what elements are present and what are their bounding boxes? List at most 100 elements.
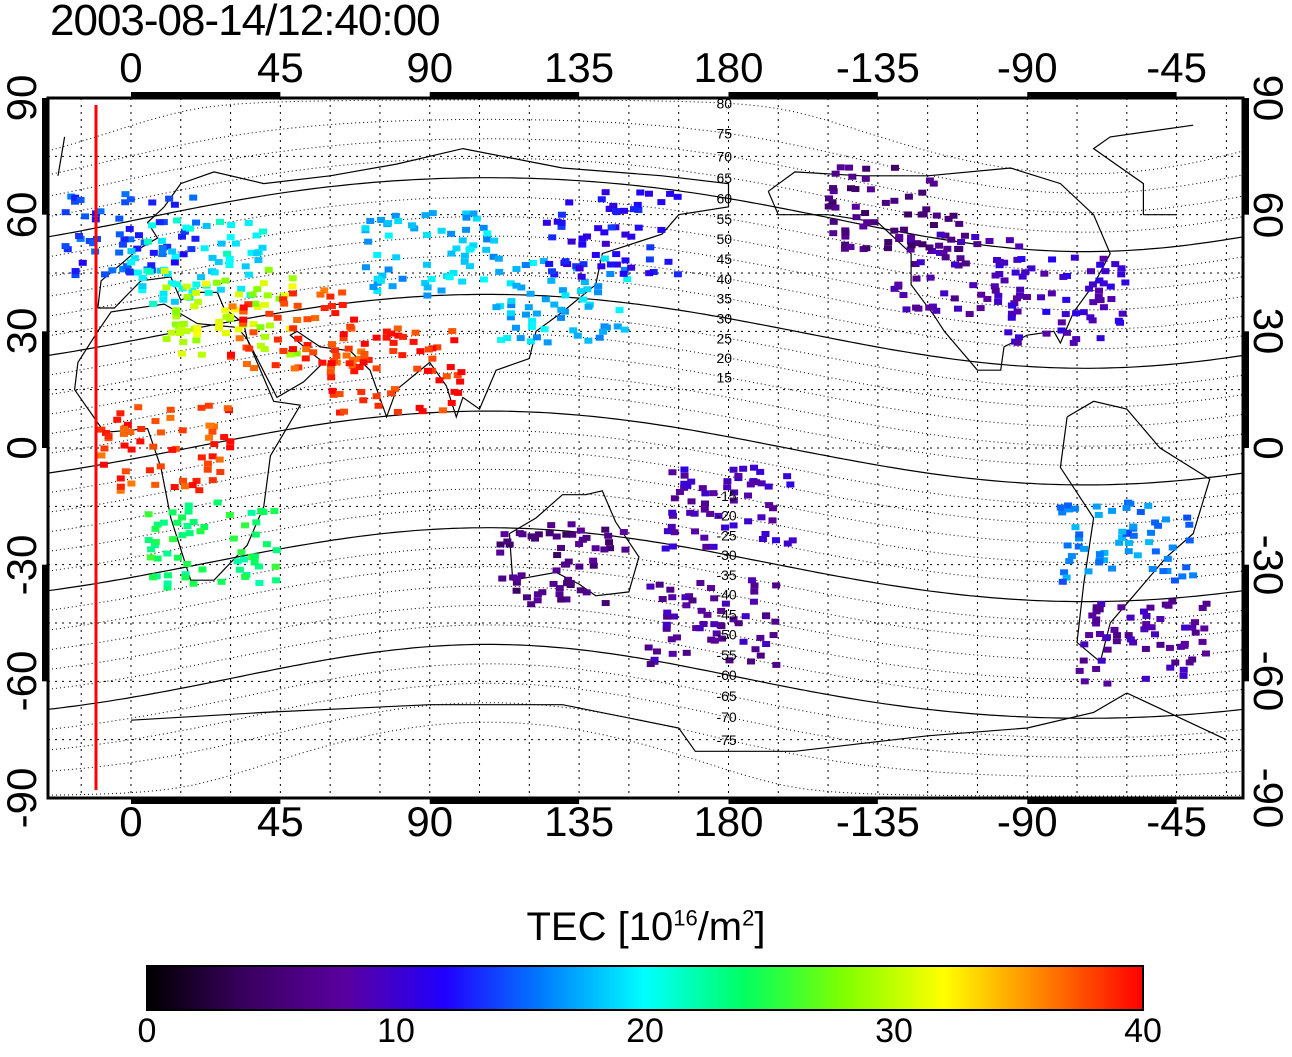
tec-point [116,410,125,417]
tec-point [338,301,347,308]
tec-point [433,344,442,351]
tec-point [543,339,552,346]
colorbar-label-end: ] [754,905,766,949]
tec-point [424,346,433,353]
tec-point [511,324,520,331]
tec-point [690,510,699,517]
tec-point [369,283,378,290]
tec-point [226,438,235,445]
tec-point [241,263,250,270]
tec-point [1015,243,1024,250]
tec-point [756,634,765,641]
tec-point [1165,644,1174,651]
tec-point [591,545,600,552]
contour-label: -70 [716,709,736,725]
tec-point [911,261,920,268]
tec-point [1062,574,1071,581]
tec-point [549,580,558,587]
tec-point [134,404,143,411]
tec-point [361,264,370,271]
tec-point [969,282,978,289]
tec-point [757,514,766,521]
tec-point [188,482,197,489]
tec-point [935,242,944,249]
tec-point [758,535,767,542]
tec-point [657,226,666,233]
tec-point [316,291,325,298]
tick-top-label: 0 [119,44,143,91]
tick-right-label: -60 [1245,650,1292,712]
tec-point [421,280,430,287]
tec-point [668,512,677,519]
tec-point [1151,519,1160,526]
tec-point [941,254,950,261]
tec-point [729,497,738,504]
tick-left-label: -30 [0,534,45,596]
tec-point [208,453,217,460]
tec-point [1142,612,1151,619]
tec-point [382,334,391,341]
tec-point [1179,672,1188,679]
tec-point [991,272,1000,279]
tec-point [447,250,456,257]
tick-top-label: 45 [257,44,304,91]
contour-label: -45 [716,607,736,623]
tec-point [991,287,1000,294]
tec-point [253,303,262,310]
tec-point [668,543,677,550]
tec-point [1064,502,1073,509]
tec-point [670,529,679,536]
tec-point [576,527,585,534]
tec-point [212,279,221,286]
tec-point [462,210,471,217]
tec-point [1170,577,1179,584]
tec-point [113,416,122,423]
tec-point [925,177,934,184]
tec-point [768,505,777,512]
tec-point [646,244,655,251]
tec-point [195,487,204,494]
tec-point [1065,558,1074,565]
tec-point [250,553,259,560]
tec-point [744,492,753,499]
tec-point [1004,329,1013,336]
tec-point [423,367,432,374]
tec-point [602,324,611,331]
tec-point [214,259,223,266]
tec-point [1141,675,1150,682]
tec-point [458,278,467,285]
tec-point [926,274,935,281]
tec-point [1080,641,1089,648]
tec-point [168,248,177,255]
axis-bar-top [130,92,281,98]
tec-point [916,259,925,266]
tec-point [1062,329,1071,336]
tec-point [222,313,231,320]
tec-point [345,360,354,367]
contour-label: -65 [716,688,736,704]
tec-point [126,196,135,203]
tec-point [1080,545,1089,552]
tec-point [185,530,194,537]
tec-point [163,550,172,557]
tec-point [189,580,198,587]
tec-point [205,422,214,429]
tec-point [286,351,295,358]
tec-point [192,281,201,288]
tec-point [993,256,1002,263]
tec-point [261,333,270,340]
tec-point [1106,283,1115,290]
tec-point [1129,523,1138,530]
tec-point [208,477,217,484]
tec-point [271,563,280,570]
tec-point [1125,540,1134,547]
tec-point [214,324,223,331]
tec-point [119,430,128,437]
colorbar-label: TEC [1016/m2] [0,905,1292,950]
tec-point [223,405,232,412]
tec-point [612,261,621,268]
tec-point [76,196,85,203]
tec-point [415,404,424,411]
tec-point [241,573,250,580]
tec-point [522,594,531,601]
